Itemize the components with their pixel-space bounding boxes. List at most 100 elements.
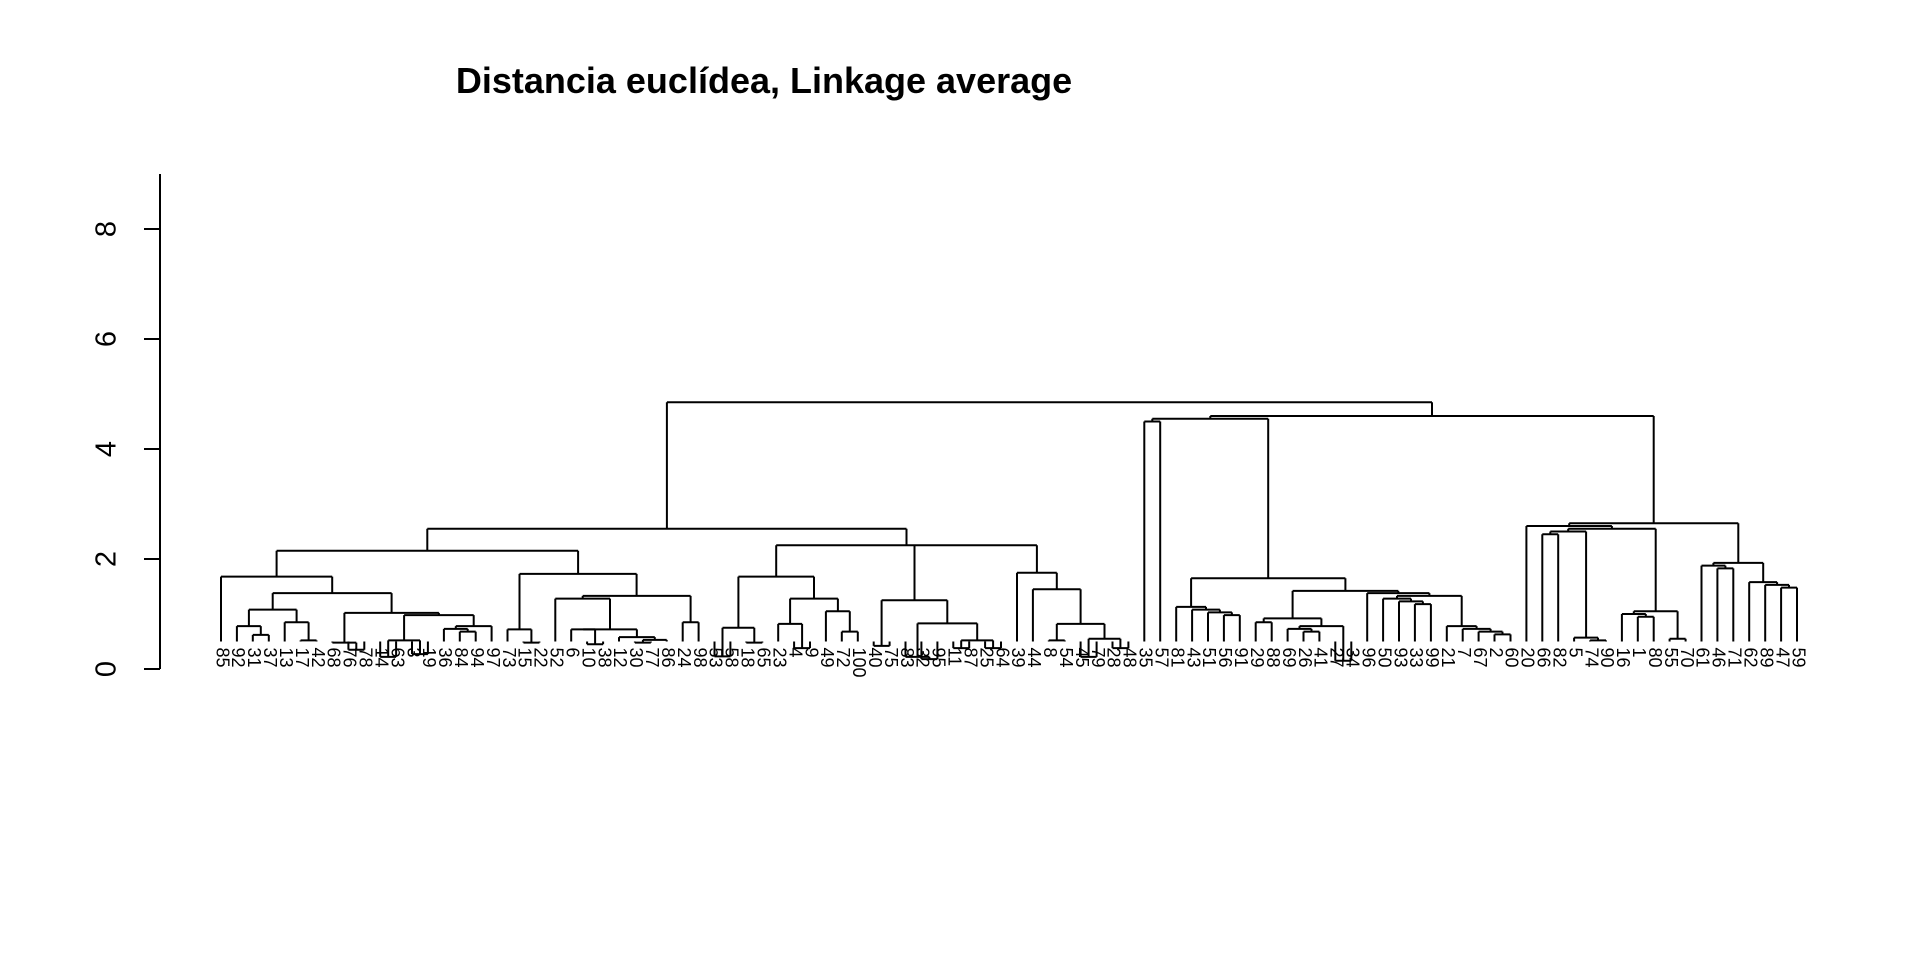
dendrogram-branch xyxy=(1254,621,1273,642)
leaf-label: 48 xyxy=(1120,648,1140,668)
dendrogram-branch xyxy=(1143,420,1162,642)
dendrogram-branch xyxy=(1632,610,1679,639)
leaf-label: 9 xyxy=(801,648,821,658)
leaf-label: 67 xyxy=(1470,648,1490,668)
leaf-label: 73 xyxy=(499,648,519,668)
leaf-label: 65 xyxy=(754,648,774,668)
leaf-label: 40 xyxy=(865,648,885,668)
dendrogram-branch xyxy=(283,621,310,642)
leaf-label: 54 xyxy=(1056,648,1076,668)
dendrogram-branch xyxy=(1541,533,1560,642)
dendrogram-branch xyxy=(518,572,638,630)
leaf-label: 20 xyxy=(1518,648,1538,668)
dendrogram-branch xyxy=(777,622,804,649)
y-tick-label: 8 xyxy=(91,221,123,237)
leaf-label: 16 xyxy=(1613,648,1633,668)
dendrogram-branch xyxy=(1764,583,1790,642)
y-tick-label: 2 xyxy=(91,551,123,567)
dendrogram-branch xyxy=(1209,415,1655,524)
leaf-label: 2 xyxy=(1486,648,1506,658)
chart-title: Distancia euclídea, Linkage average xyxy=(456,60,1072,101)
dendrogram-branch xyxy=(458,630,477,642)
leaf-label: 96 xyxy=(1358,648,1378,668)
dendrogram-branch xyxy=(275,549,580,577)
leaf-label: 3 xyxy=(403,648,423,658)
leaf-label: 15 xyxy=(515,648,535,668)
leaf-label: 85 xyxy=(212,648,232,668)
leaf-label: 98 xyxy=(690,648,710,668)
dendrogram-branch xyxy=(1668,637,1687,642)
dendrogram-branch xyxy=(1748,581,1779,642)
leaf-label: 50 xyxy=(1374,648,1394,668)
leaf-label: 8 xyxy=(1040,648,1060,658)
leaf-label: 12 xyxy=(610,648,630,668)
leaf-label: 37 xyxy=(260,648,280,668)
leaf-label: 64 xyxy=(992,648,1012,668)
leaf-label: 24 xyxy=(674,648,694,668)
dendrogram-branch xyxy=(681,621,700,642)
leaf-label: 62 xyxy=(1740,648,1760,668)
dendrogram-branch xyxy=(506,628,533,643)
leaf-label: 10 xyxy=(578,648,598,668)
dendrogram-branch xyxy=(1207,611,1233,642)
leaf-label: 36 xyxy=(435,648,455,668)
leaf-label: 86 xyxy=(658,648,678,668)
leaf-label: 42 xyxy=(308,648,328,668)
leaf-label: 84 xyxy=(451,648,471,668)
dendrogram-branch xyxy=(1493,633,1512,642)
dendrogram-branch xyxy=(1589,639,1607,642)
dendrogram-branch xyxy=(299,639,318,642)
leaf-label: 56 xyxy=(1215,648,1235,668)
leaf-label: 79 xyxy=(1088,648,1108,668)
dendrogram-branch xyxy=(1398,600,1424,642)
leaf-label: 52 xyxy=(547,648,567,668)
leaf-label: 53 xyxy=(706,648,726,668)
leaf-label: 7 xyxy=(1454,648,1474,658)
leaf-label: 78 xyxy=(356,648,376,668)
leaf-label: 30 xyxy=(626,648,646,668)
dendrogram-branch xyxy=(665,401,1433,529)
leaf-label: 49 xyxy=(817,648,837,668)
dendrogram-branch xyxy=(1190,577,1347,607)
leaf-label: 87 xyxy=(960,648,980,668)
leaf-label: 28 xyxy=(1104,648,1124,668)
y-tick-label: 4 xyxy=(91,441,123,457)
leaf-label: 32 xyxy=(913,648,933,668)
leaf-label: 6 xyxy=(562,648,582,658)
leaf-label: 23 xyxy=(769,648,789,668)
dendrogram-branch xyxy=(554,597,611,642)
leaf-label: 14 xyxy=(371,648,391,668)
dendrogram-branch xyxy=(1716,567,1735,642)
leaf-label: 81 xyxy=(1167,648,1187,668)
leaf-label: 51 xyxy=(1199,648,1219,668)
leaf-label: 95 xyxy=(929,648,949,668)
dendrogram-branch xyxy=(1525,525,1613,642)
leaf-label: 31 xyxy=(244,648,264,668)
leaf-label: 18 xyxy=(738,648,758,668)
leaf-label: 70 xyxy=(1677,648,1697,668)
dendrogram-branch xyxy=(581,594,692,623)
leaf-label: 76 xyxy=(340,648,360,668)
leaf-label: 75 xyxy=(881,648,901,668)
leaf-label: 55 xyxy=(1661,648,1681,668)
leaf-label: 34 xyxy=(1343,648,1363,668)
dendrogram-branch xyxy=(1567,527,1657,612)
dendrogram-branch xyxy=(1477,630,1504,642)
leaf-label: 77 xyxy=(642,648,662,668)
dendrogram-branches xyxy=(220,401,1798,662)
leaf-label: 38 xyxy=(594,648,614,668)
leaf-label: 4 xyxy=(785,648,805,658)
dendrogram-branch xyxy=(1382,597,1412,642)
dendrogram-branch xyxy=(824,610,851,642)
dendrogram-branch xyxy=(840,630,859,642)
leaf-label: 19 xyxy=(419,648,439,668)
dendrogram-branch xyxy=(426,527,908,551)
dendrogram-branch xyxy=(1047,639,1066,642)
leaf-label: 68 xyxy=(324,648,344,668)
leaf-label: 29 xyxy=(1247,648,1267,668)
leaf-label: 71 xyxy=(1725,648,1745,668)
leaf-label: 99 xyxy=(1422,648,1442,668)
leaf-label: 46 xyxy=(1709,648,1729,668)
leaf-label: 25 xyxy=(976,648,996,668)
leaf-label: 45 xyxy=(1072,648,1092,668)
